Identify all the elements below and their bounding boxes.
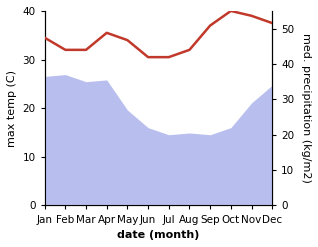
Y-axis label: med. precipitation (kg/m2): med. precipitation (kg/m2) <box>301 33 311 183</box>
Y-axis label: max temp (C): max temp (C) <box>7 70 17 147</box>
X-axis label: date (month): date (month) <box>117 230 200 240</box>
